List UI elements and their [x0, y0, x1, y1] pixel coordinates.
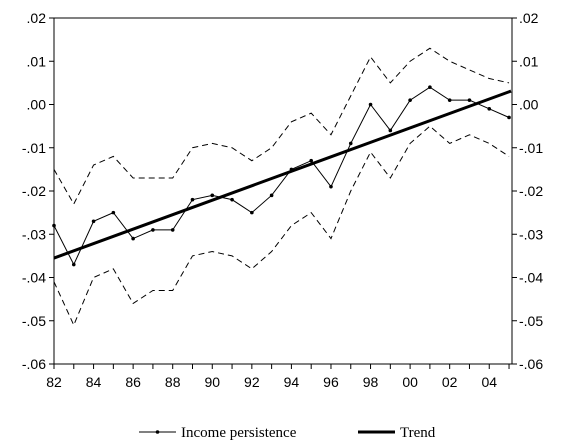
x-tick-label: 88: [165, 374, 181, 390]
plot-frame: [53, 17, 513, 365]
income-persistence-point: [428, 85, 432, 89]
x-tick-label: 86: [125, 374, 141, 390]
y-tick-label-left: .02: [27, 10, 47, 26]
legend-label-trend: Trend: [400, 425, 436, 441]
y-tick-label-right: -.03: [519, 226, 543, 242]
income-persistence-point: [170, 228, 175, 232]
y-tick-label-right: .01: [519, 53, 539, 69]
income-persistence-point: [329, 184, 333, 189]
confidence-band-line: [53, 47, 510, 206]
income-persistence-point: [230, 197, 234, 202]
y-tick-label-left: .01: [27, 53, 47, 69]
income-persistence-point: [131, 236, 135, 241]
income-persistence-line: [53, 86, 510, 266]
income-persistence-point: [269, 193, 274, 198]
x-tick-label: 90: [204, 374, 220, 390]
x-tick-label: 98: [363, 374, 379, 390]
y-tick-label-right: .02: [519, 10, 539, 26]
x-tick-label: 96: [323, 374, 339, 390]
income-persistence-point: [91, 219, 96, 224]
income-persistence-point: [408, 98, 412, 102]
trend-line: [53, 89, 512, 260]
legend-marker-income-persistence: [155, 430, 160, 434]
y-tick-label-left: -.02: [22, 183, 46, 199]
confidence-band-line: [53, 125, 510, 327]
income-persistence-point: [190, 197, 195, 202]
x-tick-label: 94: [284, 374, 300, 390]
x-tick-label: 02: [442, 374, 458, 390]
x-tick-label: 82: [46, 374, 62, 390]
income-persistence-point: [151, 228, 155, 232]
income-persistence-point: [111, 210, 116, 215]
legend: Income persistence Trend: [139, 425, 436, 441]
income-persistence-point: [250, 210, 254, 215]
x-tick-label: 04: [481, 374, 497, 390]
income-persistence-point: [487, 107, 492, 111]
income-persistence-point: [52, 223, 56, 228]
income-persistence-point: [507, 115, 511, 120]
income-persistence-point: [309, 158, 313, 163]
income-persistence-point: [348, 141, 353, 146]
y-tick-label-left: -.01: [22, 140, 46, 156]
income-persistence-point: [368, 102, 373, 107]
y-tick-label-right: -.02: [519, 183, 543, 199]
y-tick-label-left: -.03: [22, 226, 46, 242]
x-tick-label: 84: [86, 374, 102, 390]
income-persistence-point: [210, 193, 215, 198]
y-tick-label-right: -.01: [519, 140, 543, 156]
legend-label-income-persistence: Income persistence: [181, 425, 297, 441]
x-axis-ticks: 82 84 86 88 90 92 94 96 98 00 02 04: [46, 364, 510, 390]
series-layer: [52, 47, 512, 327]
income-persistence-point: [388, 128, 393, 133]
y-tick-label-right: -.05: [519, 313, 543, 329]
y-tick-label-left: -.05: [22, 313, 46, 329]
y-tick-label-right: -.06: [519, 356, 543, 372]
y-tick-label-left: .00: [27, 97, 47, 113]
x-tick-label: 00: [402, 374, 418, 390]
y-tick-label-right: -.04: [519, 270, 543, 286]
income-persistence-point: [447, 98, 452, 102]
x-tick-label: 92: [244, 374, 260, 390]
income-persistence-point: [467, 98, 472, 102]
y-axis-ticks: .02 .02 .01 .01 .00 .00 -.01 -.01 -.02 -.02 -.03 -.…: [22, 10, 543, 372]
y-tick-label-left: -.06: [22, 356, 46, 372]
y-tick-label-right: .00: [519, 97, 539, 113]
income-persistence-point: [71, 262, 76, 267]
y-tick-label-left: -.04: [22, 270, 46, 286]
